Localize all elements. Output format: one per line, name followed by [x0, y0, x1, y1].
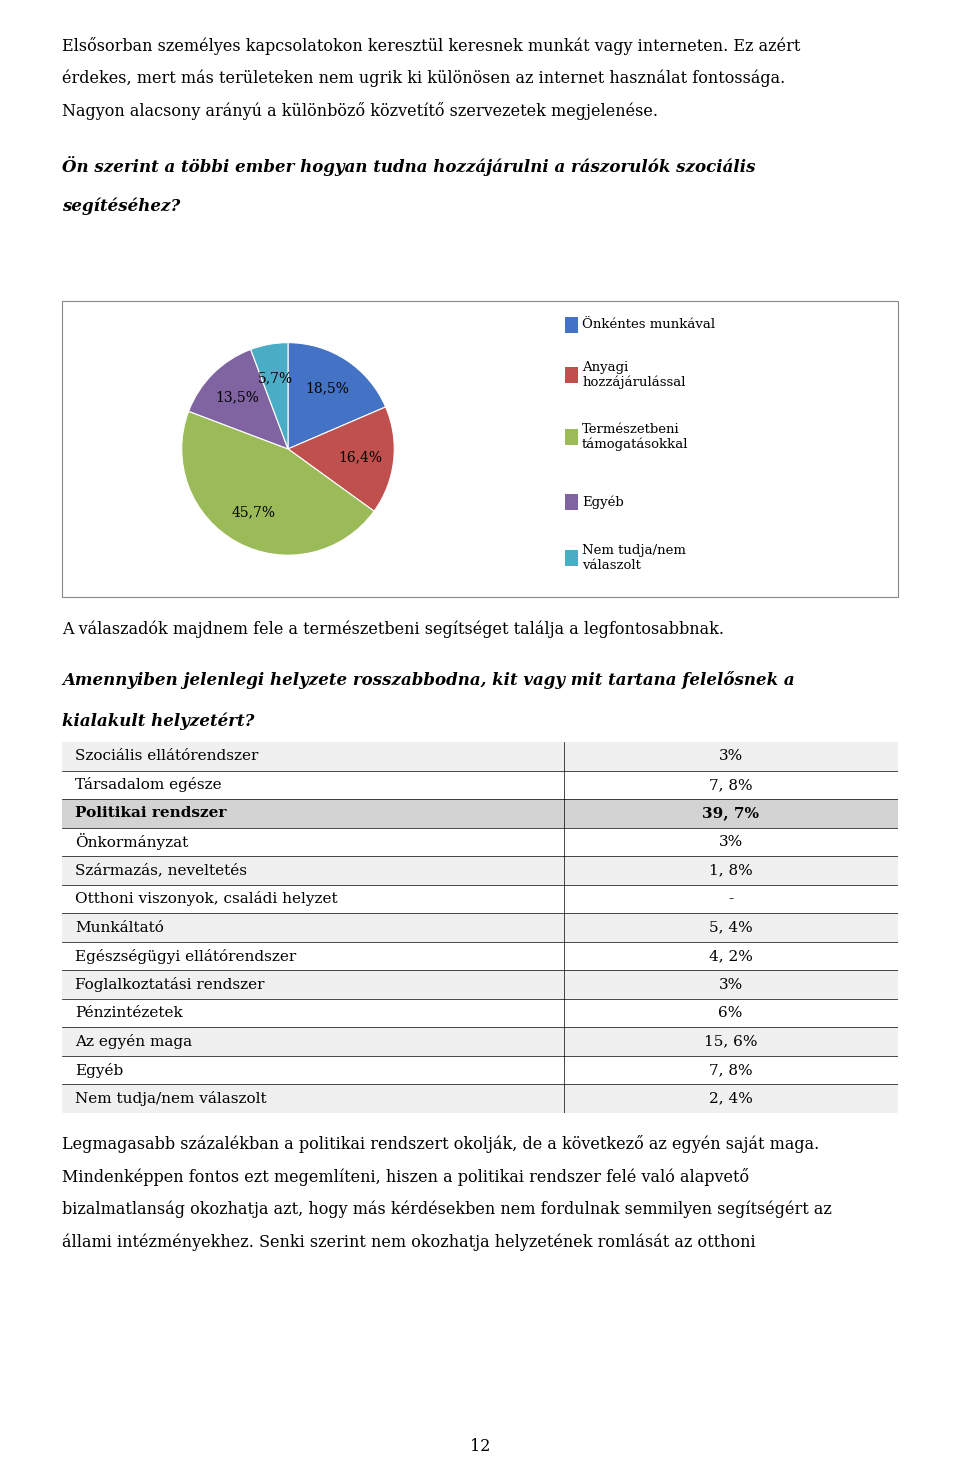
Text: -: -	[728, 892, 733, 905]
Text: 5, 4%: 5, 4%	[708, 920, 753, 935]
Bar	[62, 301, 898, 597]
Bar	[62, 971, 898, 999]
Bar	[62, 999, 898, 1027]
Text: Otthoni viszonyok, családi helyzet: Otthoni viszonyok, családi helyzet	[75, 892, 338, 907]
Text: Mindenképpen fontos ezt megemlíteni, hiszen a politikai rendszer felé való alapv: Mindenképpen fontos ezt megemlíteni, his…	[62, 1168, 750, 1186]
Text: Nem tudja/nem
válaszolt: Nem tudja/nem válaszolt	[582, 545, 686, 573]
Bar	[62, 1085, 898, 1113]
Text: 6%: 6%	[718, 1006, 743, 1020]
Bar	[62, 828, 898, 856]
Text: kialakult helyzetért?: kialakult helyzetért?	[62, 712, 254, 730]
Text: 4, 2%: 4, 2%	[708, 950, 753, 963]
Text: Egyéb: Egyéb	[582, 496, 624, 509]
Wedge shape	[288, 407, 395, 510]
Bar	[62, 742, 898, 770]
Bar	[62, 913, 898, 942]
Text: Egészségügyi ellátórendszer: Egészségügyi ellátórendszer	[75, 948, 297, 963]
Wedge shape	[181, 411, 374, 555]
Wedge shape	[288, 343, 386, 448]
Bar	[565, 551, 578, 567]
Text: Önkéntes munkával: Önkéntes munkával	[582, 319, 715, 331]
Text: 3%: 3%	[718, 978, 743, 991]
Bar	[565, 494, 578, 510]
Text: 18,5%: 18,5%	[306, 381, 349, 396]
Text: segítéséhez?: segítéséhez?	[62, 197, 180, 215]
Text: Elsősorban személyes kapcsolatokon keresztül keresnek munkát vagy interneten. Ez: Elsősorban személyes kapcsolatokon keres…	[62, 37, 801, 55]
Text: Az egyén maga: Az egyén maga	[75, 1034, 192, 1049]
Text: 3%: 3%	[718, 749, 743, 763]
Text: Munkáltató: Munkáltató	[75, 920, 164, 935]
Text: Szociális ellátórendszer: Szociális ellátórendszer	[75, 749, 258, 763]
Text: Önkormányzat: Önkormányzat	[75, 834, 188, 850]
Text: Anyagi
hozzájárulással: Anyagi hozzájárulással	[582, 361, 685, 389]
Text: 5,7%: 5,7%	[257, 371, 293, 384]
Bar	[565, 367, 578, 383]
Text: Amennyiben jelenlegi helyzete rosszabbodna, kit vagy mit tartana felelősnek a: Amennyiben jelenlegi helyzete rosszabbod…	[62, 671, 795, 689]
Text: Egyéb: Egyéb	[75, 1063, 123, 1077]
Bar	[565, 429, 578, 445]
Text: Legmagasabb százalékban a politikai rendszert okolják, de a következő az egyén s: Legmagasabb százalékban a politikai rend…	[62, 1135, 820, 1153]
Text: A válaszadók majdnem fele a természetbeni segítséget találja a legfontosabbnak.: A válaszadók majdnem fele a természetben…	[62, 620, 725, 638]
Text: 2, 4%: 2, 4%	[708, 1092, 753, 1106]
Wedge shape	[251, 343, 288, 448]
Text: Nagyon alacsony arányú a különböző közvetítő szervezetek megjelenése.: Nagyon alacsony arányú a különböző közve…	[62, 102, 659, 120]
Text: 7, 8%: 7, 8%	[708, 778, 753, 792]
Text: érdekes, mert más területeken nem ugrik ki különösen az internet használat fonto: érdekes, mert más területeken nem ugrik …	[62, 70, 785, 88]
Text: 15, 6%: 15, 6%	[704, 1034, 757, 1049]
Text: 45,7%: 45,7%	[231, 506, 276, 519]
Text: 12: 12	[469, 1438, 491, 1456]
Wedge shape	[188, 349, 288, 448]
Bar	[62, 770, 898, 798]
Text: Foglalkoztatási rendszer: Foglalkoztatási rendszer	[75, 976, 264, 993]
Bar	[62, 1027, 898, 1057]
Text: Politikai rendszer: Politikai rendszer	[75, 806, 227, 821]
Bar	[62, 942, 898, 971]
Text: Természetbeni
támogatásokkal: Természetbeni támogatásokkal	[582, 423, 688, 451]
Text: bizalmatlanság okozhatja azt, hogy más kérdésekben nem fordulnak semmilyen segít: bizalmatlanság okozhatja azt, hogy más k…	[62, 1201, 832, 1218]
Text: 39, 7%: 39, 7%	[702, 806, 759, 821]
Text: 3%: 3%	[718, 835, 743, 849]
Bar	[62, 798, 898, 828]
Bar	[62, 1057, 898, 1085]
Text: Származás, neveltetés: Származás, neveltetés	[75, 864, 247, 877]
Text: 7, 8%: 7, 8%	[708, 1063, 753, 1077]
Text: 1, 8%: 1, 8%	[708, 864, 753, 877]
Bar	[565, 316, 578, 332]
Text: 16,4%: 16,4%	[338, 450, 382, 464]
Bar	[62, 856, 898, 884]
Text: Ön szerint a többi ember hogyan tudna hozzájárulni a rászorulók szociális: Ön szerint a többi ember hogyan tudna ho…	[62, 156, 756, 175]
Text: Pénzintézetek: Pénzintézetek	[75, 1006, 182, 1020]
Text: 13,5%: 13,5%	[215, 390, 259, 405]
Text: állami intézményekhez. Senki szerint nem okozhatja helyzetének romlását az ottho: állami intézményekhez. Senki szerint nem…	[62, 1233, 756, 1251]
Text: Nem tudja/nem válaszolt: Nem tudja/nem válaszolt	[75, 1091, 267, 1106]
Bar	[62, 884, 898, 913]
Text: Társadalom egésze: Társadalom egésze	[75, 778, 222, 792]
